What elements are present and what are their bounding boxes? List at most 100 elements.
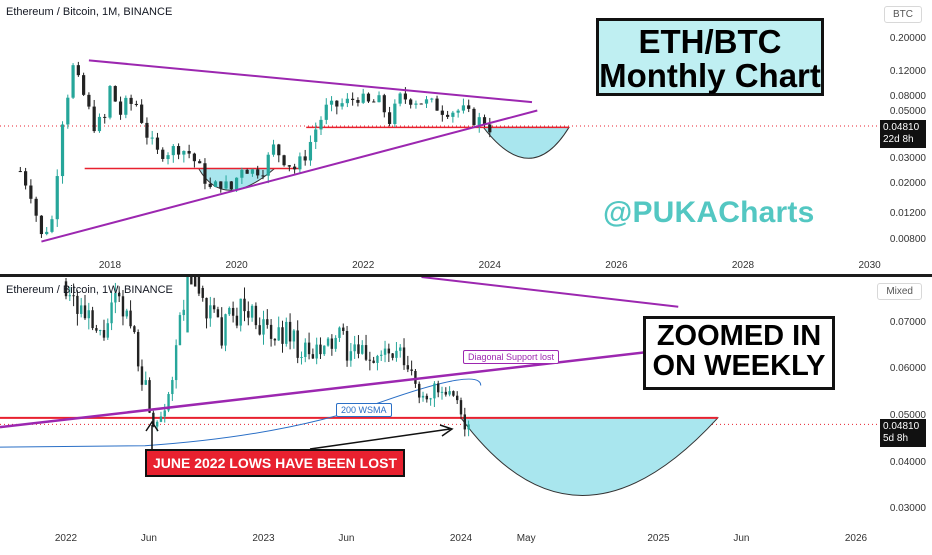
candle-body (261, 175, 265, 177)
candle-body (166, 155, 170, 159)
candle-body (155, 421, 159, 427)
candle-body (201, 287, 204, 298)
candle-body (148, 380, 151, 413)
x-tick-label: 2024 (450, 533, 473, 544)
x-tick-label: 2028 (732, 260, 755, 271)
candle-body (372, 101, 376, 103)
candle-body (446, 114, 450, 117)
x-tick-label: 2022 (352, 260, 375, 271)
candle-body (376, 355, 379, 363)
candle-body (372, 360, 375, 363)
candle-body (430, 98, 434, 100)
candle-body (383, 348, 387, 355)
candle-body (387, 112, 392, 124)
weekly-chart-panel: 2022 Jun 2023 Jun 2024 May 2025 Jun 2026 Ethereu… (0, 265, 932, 550)
candle-body (102, 330, 106, 338)
candle-body (18, 171, 22, 173)
candle-body (235, 315, 239, 326)
candle-body (71, 65, 75, 98)
candle-body (83, 305, 87, 319)
y-tick-label: 0.12000 (889, 66, 926, 77)
candle-body (353, 344, 356, 352)
candle-body (239, 298, 242, 326)
bar-countdown: 5d 8h (883, 433, 909, 444)
candle-body (171, 146, 175, 156)
candle-body (461, 105, 466, 111)
y-tick-label: 0.03000 (889, 153, 926, 164)
y-tick-label: 0.05000 (889, 410, 926, 421)
candle-body (335, 100, 339, 107)
candle-body (429, 398, 432, 400)
panel-divider[interactable] (0, 274, 932, 277)
zoom-title-line-2: ON WEEKLY (652, 349, 826, 382)
candle-body (418, 383, 421, 398)
x-tick-label: Jun (338, 533, 354, 544)
last-price: 0.04810 (883, 421, 920, 432)
descending-resistance-line (421, 276, 679, 308)
y-tick-label: 0.20000 (889, 33, 926, 44)
descending-resistance-line (88, 59, 533, 104)
candle-body (452, 391, 455, 396)
arrow-head (439, 424, 454, 437)
candle-body (364, 345, 368, 360)
candle-body (406, 365, 410, 370)
candle-body (303, 156, 307, 161)
candle-body (402, 347, 406, 366)
x-tick-label: 2026 (605, 260, 628, 271)
candle-body (281, 327, 284, 344)
candle-body (208, 183, 212, 187)
monthly-legend: Ethereum / Bitcoin, 1M, BINANCE (6, 6, 173, 18)
candle-body (403, 93, 407, 100)
monthly-chart-canvas[interactable]: 2018 2020 2022 2024 2026 2028 2030 (0, 0, 932, 275)
arrow-head (145, 420, 159, 432)
candle-body (298, 156, 302, 170)
candle-body (68, 295, 71, 297)
candle-body (29, 185, 33, 199)
weekly-scale-badge[interactable]: Mixed (877, 283, 922, 300)
candle-body (205, 297, 208, 319)
candle-body (66, 97, 70, 125)
candle-body (125, 310, 128, 317)
candle-body (212, 305, 216, 310)
candle-body (273, 338, 277, 341)
candle-body (117, 292, 121, 297)
bar-countdown: 22d 8h (883, 134, 914, 145)
candle-body (307, 342, 311, 355)
projected-cup-shape (460, 417, 719, 496)
candle-body (134, 103, 138, 105)
candle-body (463, 414, 466, 430)
y-tick-label: 0.00800 (889, 234, 926, 245)
candle-body (329, 100, 334, 105)
candle-body (171, 380, 174, 395)
candle-body (140, 104, 144, 123)
candle-body (224, 314, 227, 346)
candle-body (351, 98, 355, 100)
candle-body (254, 305, 258, 326)
candle-body (224, 181, 228, 189)
candle-body (91, 310, 94, 329)
candle-body (433, 383, 436, 399)
candle-body (113, 86, 117, 102)
candle-body (288, 321, 292, 342)
diagonal-support-label: Diagonal Support lost (463, 350, 560, 364)
candle-body (163, 410, 166, 417)
candle-body (92, 106, 96, 132)
candle-body (182, 151, 186, 155)
candle-body (103, 116, 107, 118)
candle-body (178, 315, 182, 346)
candle-body (448, 391, 451, 395)
y-tick-label: 0.01200 (889, 208, 926, 219)
candle-body (203, 163, 207, 184)
candle-body (39, 215, 44, 235)
candle-body (266, 319, 269, 325)
candle-body (45, 231, 49, 235)
monthly-scale-badge[interactable]: BTC (884, 6, 922, 23)
candle-body (258, 325, 261, 335)
candle-body (114, 292, 117, 303)
candle-body (285, 321, 288, 344)
candle-body (144, 380, 147, 385)
candle-body (108, 86, 112, 118)
candle-body (118, 101, 123, 115)
candle-body (311, 354, 315, 359)
monthly-chart-panel: 2018 2020 2022 2024 2026 2028 2030 Ethereum / … (0, 0, 932, 275)
